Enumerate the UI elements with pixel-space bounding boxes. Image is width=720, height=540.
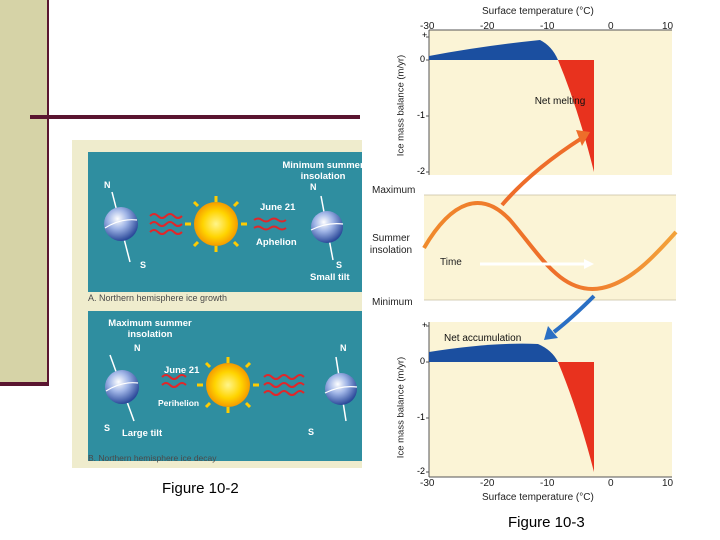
panel-a-ice-growth: Minimum summer insolation June 21 Apheli… (88, 152, 364, 292)
panel-a-illustration (104, 191, 344, 263)
radiation-waves-icon (161, 374, 305, 396)
panel-a-orbit-point: Aphelion (256, 237, 297, 248)
net-accumulation-label: Net accumulation (444, 333, 522, 344)
net-melting-label: Net melting (534, 96, 586, 107)
time-arrowhead-icon (584, 259, 594, 269)
earth-left-icon (104, 191, 138, 263)
sun-icon (197, 357, 259, 413)
figure-10-3-label: Figure 10-3 (508, 514, 585, 531)
bottom-x-tick-3: -10 (540, 478, 555, 489)
panel-a-caption: A. Northern hemisphere ice growth (88, 293, 228, 303)
arrow-to-accumulation (552, 294, 596, 334)
top-chart-axes (426, 29, 672, 175)
bottom-x-tick-5: 10 (662, 478, 674, 489)
time-label: Time (440, 257, 462, 268)
insolation-band (424, 195, 676, 300)
figure-10-2-label: Figure 10-2 (162, 480, 239, 497)
arrow-to-melting-head-icon (576, 130, 590, 146)
panel-b-orbit-point: Perihelion (158, 398, 200, 408)
panel-b-date: June 21 (164, 365, 200, 376)
minimum-label: Minimum (372, 297, 413, 308)
panel-a-title: Minimum summer insolation (282, 160, 364, 182)
bottom-axis-label: Surface temperature (°C) (482, 492, 594, 503)
summer-insolation-label: Summer insolation (369, 233, 413, 256)
panel-a-left-south: S (140, 260, 147, 270)
earth-left-icon (105, 354, 139, 422)
panel-b-title: Maximum summer insolation (108, 318, 192, 340)
sun-icon (185, 196, 247, 252)
bottom-x-tick-1: -30 (420, 478, 435, 489)
earth-right-icon (310, 195, 344, 261)
slide-bottom-rule (0, 382, 49, 386)
slide-left-bar (0, 0, 47, 385)
bottom-y-tick-plus: + (422, 320, 428, 330)
top-accumulation-area (429, 40, 558, 60)
panel-a-date: June 21 (260, 202, 296, 213)
figure-10-3: Surface temperature (°C) -30 -20 -10 0 1… (362, 0, 696, 524)
panel-a-tilt: Small tilt (310, 272, 350, 283)
top-x-tick-1: -30 (420, 21, 435, 32)
panel-b-illustration (105, 354, 358, 422)
panel-b-ice-decay: Maximum summer insolation June 21 Perihe… (88, 311, 362, 461)
figure-10-2: Minimum summer insolation June 21 Apheli… (72, 140, 364, 468)
top-y-axis-label: Ice mass balance (m/yr) (395, 54, 407, 157)
top-x-tick-5: 10 (662, 21, 674, 32)
slide-left-bar-edge (47, 0, 49, 385)
bottom-x-tick-2: -20 (480, 478, 495, 489)
panel-b-left-south: S (104, 423, 111, 433)
radiation-waves-icon (149, 213, 287, 235)
panel-a-right-north: N (310, 182, 317, 192)
bottom-accumulation-area (429, 343, 558, 362)
top-x-tick-3: -10 (540, 21, 555, 32)
arrow-to-accumulation-head-icon (544, 326, 558, 340)
figure-10-3-diagram (422, 29, 678, 478)
panel-b-left-north: N (134, 343, 141, 353)
top-y-tick-plus: + (422, 30, 428, 40)
panel-b-tilt: Large tilt (122, 428, 163, 439)
arrow-to-melting (500, 136, 584, 207)
panel-b-right-north: N (340, 343, 347, 353)
panel-b-caption: B. Northern hemisphere ice decay (88, 453, 217, 463)
bottom-y-tick-neg2: -2 (417, 466, 426, 476)
top-y-tick-0: 0 (420, 54, 426, 64)
bottom-chart-axes (426, 322, 672, 478)
bottom-melting-area (558, 362, 594, 472)
panel-a-right-south: S (336, 260, 343, 270)
panel-a-left-north: N (104, 180, 111, 190)
top-x-tick-2: -20 (480, 21, 495, 32)
top-y-tick-neg1: -1 (417, 110, 426, 120)
bottom-chart-area (429, 322, 672, 477)
bottom-y-axis-label: Ice mass balance (m/yr) (395, 356, 407, 459)
top-axis-label: Surface temperature (°C) (482, 6, 594, 17)
panel-b-right-south: S (308, 427, 315, 437)
maximum-label: Maximum (372, 185, 416, 196)
top-x-tick-4: 0 (608, 21, 614, 32)
bottom-y-tick-neg1: -1 (417, 412, 426, 422)
top-y-tick-neg2: -2 (417, 166, 426, 176)
earth-right-icon (324, 356, 358, 422)
top-melting-area (558, 60, 594, 172)
slide-title-rule (30, 115, 360, 119)
bottom-x-tick-4: 0 (608, 478, 614, 489)
bottom-y-tick-0: 0 (420, 356, 426, 366)
